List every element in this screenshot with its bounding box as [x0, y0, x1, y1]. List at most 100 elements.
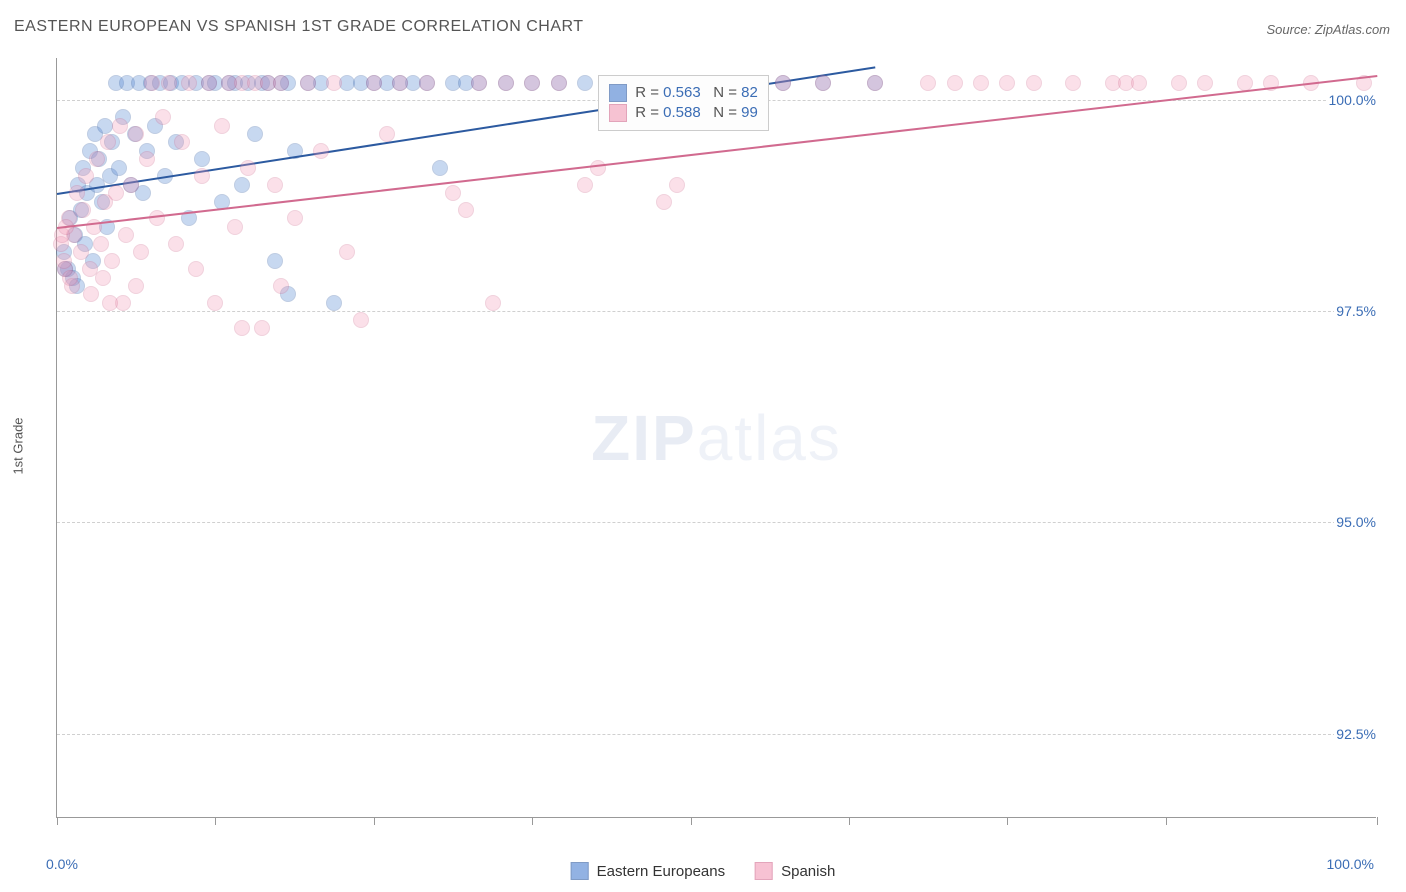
x-tick [532, 817, 533, 825]
scatter-point [254, 320, 270, 336]
scatter-point [867, 75, 883, 91]
scatter-point [102, 295, 118, 311]
gridline [57, 522, 1376, 523]
gridline [57, 311, 1376, 312]
y-axis-label: 1st Grade [11, 417, 26, 474]
x-tick [1377, 817, 1378, 825]
scatter-point [112, 118, 128, 134]
scatter-point [247, 126, 263, 142]
scatter-point [551, 75, 567, 91]
scatter-point [1171, 75, 1187, 91]
scatter-point [775, 75, 791, 91]
scatter-point [83, 286, 99, 302]
legend-swatch [609, 104, 627, 122]
scatter-point [524, 75, 540, 91]
x-axis-min-label: 0.0% [46, 856, 78, 872]
scatter-point [379, 126, 395, 142]
scatter-point [194, 168, 210, 184]
legend-stats: R = 0.588 N = 99 [635, 104, 758, 121]
x-tick [57, 817, 58, 825]
legend-row: R = 0.588 N = 99 [609, 104, 758, 122]
scatter-point [458, 202, 474, 218]
scatter-point [1131, 75, 1147, 91]
x-tick [849, 817, 850, 825]
legend-swatch [571, 862, 589, 880]
scatter-point [181, 75, 197, 91]
legend-swatch [609, 84, 627, 102]
x-tick [1166, 817, 1167, 825]
scatter-point [999, 75, 1015, 91]
gridline [57, 734, 1376, 735]
legend-item: Spanish [755, 862, 835, 880]
scatter-point [234, 320, 250, 336]
scatter-point [56, 253, 72, 269]
y-tick-label: 97.5% [1334, 303, 1378, 319]
scatter-point [201, 75, 217, 91]
x-tick [215, 817, 216, 825]
x-axis-max-label: 100.0% [1327, 856, 1374, 872]
scatter-point [471, 75, 487, 91]
y-tick-label: 95.0% [1334, 514, 1378, 530]
scatter-point [577, 75, 593, 91]
scatter-point [155, 109, 171, 125]
scatter-point [133, 244, 149, 260]
scatter-point [234, 177, 250, 193]
scatter-point [1197, 75, 1213, 91]
scatter-point [128, 278, 144, 294]
plot-area: ZIPatlas 92.5%95.0%97.5%100.0%R = 0.563 … [56, 58, 1376, 818]
scatter-point [1026, 75, 1042, 91]
scatter-point [227, 219, 243, 235]
scatter-point [128, 126, 144, 142]
legend-item: Eastern Europeans [571, 862, 725, 880]
scatter-point [1065, 75, 1081, 91]
scatter-point [392, 75, 408, 91]
scatter-point [240, 160, 256, 176]
scatter-point [947, 75, 963, 91]
legend-label: Spanish [781, 863, 835, 880]
legend-row: R = 0.563 N = 82 [609, 84, 758, 102]
legend-bottom: Eastern Europeans Spanish [571, 862, 836, 880]
scatter-point [267, 253, 283, 269]
scatter-point [498, 75, 514, 91]
source-attribution: Source: ZipAtlas.com [1266, 22, 1390, 37]
scatter-point [920, 75, 936, 91]
scatter-point [815, 75, 831, 91]
scatter-point [669, 177, 685, 193]
scatter-point [93, 236, 109, 252]
scatter-point [111, 160, 127, 176]
scatter-point [419, 75, 435, 91]
scatter-point [144, 75, 160, 91]
scatter-point [445, 185, 461, 201]
scatter-point [168, 236, 184, 252]
scatter-point [108, 185, 124, 201]
scatter-point [432, 160, 448, 176]
scatter-point [577, 177, 593, 193]
x-tick [374, 817, 375, 825]
chart-title: EASTERN EUROPEAN VS SPANISH 1ST GRADE CO… [14, 18, 584, 36]
scatter-point [313, 143, 329, 159]
scatter-point [339, 244, 355, 260]
legend-label: Eastern Europeans [597, 863, 725, 880]
watermark: ZIPatlas [591, 401, 842, 475]
scatter-point [973, 75, 989, 91]
scatter-point [89, 151, 105, 167]
scatter-point [287, 210, 303, 226]
scatter-point [95, 270, 111, 286]
scatter-point [207, 295, 223, 311]
scatter-point [75, 202, 91, 218]
scatter-point [97, 118, 113, 134]
scatter-point [194, 151, 210, 167]
scatter-point [590, 160, 606, 176]
x-tick [1007, 817, 1008, 825]
scatter-point [174, 134, 190, 150]
correlation-legend: R = 0.563 N = 82 R = 0.588 N = 99 [598, 75, 769, 131]
scatter-point [104, 253, 120, 269]
scatter-point [353, 312, 369, 328]
scatter-point [161, 75, 177, 91]
legend-swatch [755, 862, 773, 880]
scatter-point [139, 151, 155, 167]
y-tick-label: 92.5% [1334, 726, 1378, 742]
legend-stats: R = 0.563 N = 82 [635, 84, 758, 101]
scatter-point [78, 168, 94, 184]
scatter-point [62, 270, 78, 286]
